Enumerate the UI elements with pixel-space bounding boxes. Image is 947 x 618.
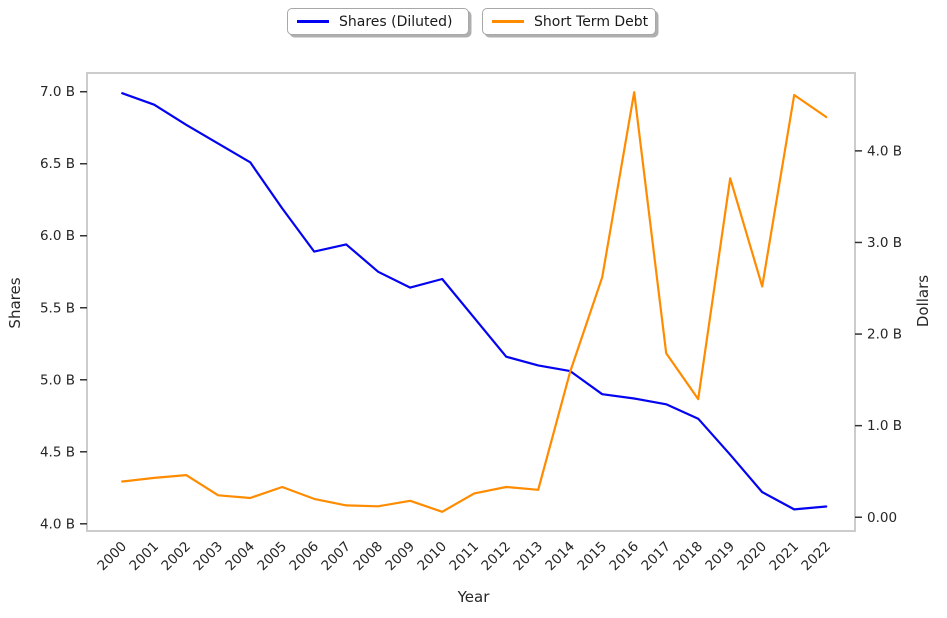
y-tick-label-right: 0.00 [867,510,897,526]
x-axis-label: Year [457,588,490,606]
x-tick-label: 2012 [478,539,514,575]
y-tick-label-left: 6.0 B [40,228,75,244]
x-tick-label: 2021 [766,539,802,575]
legend-label-debt: Short Term Debt [534,13,649,30]
x-tick-label: 2016 [606,539,642,575]
y-tick-label-right: 2.0 B [867,327,902,343]
x-tick-label: 2019 [702,539,738,575]
x-tick-label: 2022 [798,539,834,575]
y-axis-label-left: Shares [6,277,24,329]
x-tick-label: 2018 [670,539,706,575]
x-tick-label: 2010 [414,539,450,575]
x-tick-label: 2007 [318,539,354,575]
x-tick-label: 2005 [254,539,290,575]
x-tick-label: 2000 [94,539,130,575]
x-tick-label: 2017 [638,539,674,575]
x-tick-label: 2004 [222,539,258,575]
legend-line-swatch-debt [492,20,524,23]
x-tick-label: 2002 [158,539,194,575]
legend-item-shares-diluted[interactable]: Shares (Diluted) [287,8,469,35]
x-tick-label: 2009 [382,539,418,575]
y-tick-label-left: 7.0 B [40,84,75,100]
short-term-debt-line [121,91,828,513]
y-tick-label-left: 6.5 B [40,156,75,172]
legend-line-swatch-shares [297,20,329,23]
x-tick-label: 2011 [446,539,482,575]
y-tick-label-left: 5.5 B [40,300,75,316]
y-tick-label-right: 3.0 B [867,235,902,251]
shares-diluted-line [121,92,828,511]
x-tick-label: 2008 [350,539,386,575]
x-tick-label: 2001 [126,539,162,575]
x-tick-label: 2003 [190,539,226,575]
y-tick-label-left: 5.0 B [40,372,75,388]
x-tick-label: 2015 [574,539,610,575]
x-tick-label: 2014 [542,539,578,575]
x-tick-label: 2006 [286,539,322,575]
y-axis-label-right: Dollars [914,274,932,328]
legend-item-short-term-debt[interactable]: Short Term Debt [482,8,656,35]
y-tick-label-left: 4.5 B [40,444,75,460]
plot-border [86,72,856,532]
y-tick-label-left: 4.0 B [40,516,75,532]
y-tick-label-right: 1.0 B [867,418,902,434]
x-tick-label: 2020 [734,539,770,575]
x-tick-label: 2013 [510,539,546,575]
legend-label-shares: Shares (Diluted) [339,13,453,30]
y-tick-label-right: 4.0 B [867,143,902,159]
